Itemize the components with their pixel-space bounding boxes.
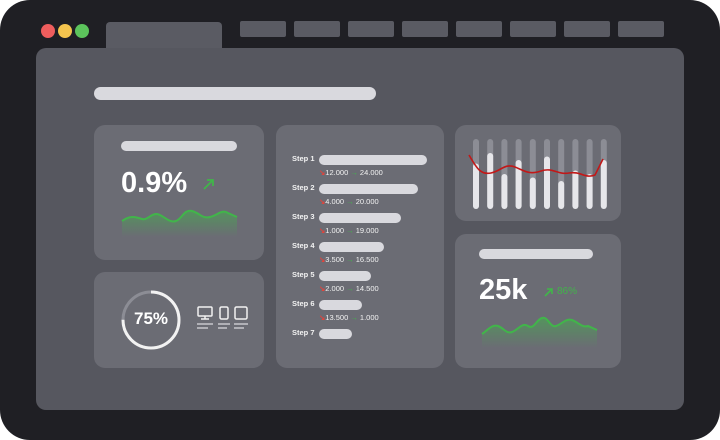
bar-fill <box>572 170 579 209</box>
funnel-step-stats: ↘1.000 → 19.000 <box>319 226 379 235</box>
bar-chart-card[interactable] <box>455 125 621 221</box>
funnel-step-down-value: 2.000 <box>325 284 347 293</box>
tab-7[interactable] <box>564 21 610 37</box>
tab-active[interactable] <box>106 22 222 52</box>
kpi-rate-card[interactable]: 0.9% <box>94 125 264 260</box>
funnel-step-label: Step 6 <box>292 299 315 308</box>
funnel-step-bar[interactable] <box>319 300 363 310</box>
card-title-placeholder <box>479 249 593 259</box>
arrow-down-icon: ↘ <box>319 255 326 264</box>
funnel-step-up-value: 20.000 <box>353 197 379 206</box>
trend-line <box>468 154 604 177</box>
arrow-down-icon: ↘ <box>319 313 326 322</box>
arrow-right-icon: → <box>350 313 358 322</box>
minimize-window-dot[interactable] <box>58 24 72 38</box>
funnel-step-label: Step 5 <box>292 270 315 279</box>
funnel-step-bar[interactable] <box>319 155 427 165</box>
arrow-up-right-icon <box>203 179 214 190</box>
bar-fill <box>600 160 607 209</box>
funnel-step-bar[interactable] <box>319 242 384 252</box>
funnel-step-label: Step 4 <box>292 241 315 250</box>
arrow-right-icon: → <box>346 255 354 264</box>
phone-icon <box>218 306 230 329</box>
funnel-step-down-value: 12.000 <box>325 168 351 177</box>
arrow-up-right-icon <box>544 288 553 297</box>
bar-fill <box>544 156 550 209</box>
kpi-visits-sparkline <box>481 316 598 348</box>
tab-1[interactable] <box>240 21 286 37</box>
funnel-step-down-value: 1.000 <box>325 226 347 235</box>
funnel-step-up-value: 24.000 <box>357 168 383 177</box>
funnel-step-down-value: 4.000 <box>325 197 347 206</box>
page-title-placeholder <box>94 87 376 100</box>
tab-8[interactable] <box>618 21 664 37</box>
funnel-step-label: Step 7 <box>292 328 315 337</box>
funnel-step-stats: ↘4.000 → 20.000 <box>319 197 379 206</box>
tab-3[interactable] <box>348 21 394 37</box>
funnel-step-down-value: 3.500 <box>325 255 347 264</box>
bar-fill <box>515 160 522 209</box>
progress-card[interactable]: 75% <box>94 272 264 368</box>
tab-5[interactable] <box>456 21 502 37</box>
funnel-step-label: Step 2 <box>292 183 315 192</box>
funnel-step-stats: ↘12.000 → 24.000 <box>319 168 383 177</box>
arrow-down-icon: ↘ <box>319 226 326 235</box>
funnel-step-bar[interactable] <box>319 271 371 281</box>
bar-fill <box>529 177 536 209</box>
bar-fill <box>558 181 565 209</box>
bar-fill <box>487 153 494 209</box>
funnel-step-up-value: 14.500 <box>353 284 379 293</box>
arrow-down-icon: ↘ <box>319 197 326 206</box>
arrow-down-icon: ↘ <box>319 284 326 293</box>
kpi-visits-value: 25k <box>479 274 528 306</box>
funnel-step-stats: ↘13.500 → 1.000 <box>319 313 379 322</box>
funnel-step-bar[interactable] <box>319 184 419 194</box>
arrow-right-icon: → <box>350 168 358 177</box>
funnel-step-up-value: 19.000 <box>353 226 379 235</box>
funnel-step-bar[interactable] <box>319 329 353 339</box>
tablet-icon <box>234 306 248 329</box>
kpi-visits-card[interactable]: 25k 86% <box>455 234 621 368</box>
close-window-dot[interactable] <box>41 24 55 38</box>
kpi-rate-sparkline <box>121 209 238 237</box>
arrow-right-icon: → <box>346 284 354 293</box>
progress-ring <box>121 290 181 350</box>
card-title-placeholder <box>121 141 237 151</box>
arrow-right-icon: → <box>346 197 354 206</box>
monitor-icon <box>197 306 213 329</box>
funnel-step-bar[interactable] <box>319 213 402 223</box>
tab-4[interactable] <box>402 21 448 37</box>
funnel-card[interactable]: Step 1 ↘12.000 → 24.000 Step 2 ↘4.000 → 20.… <box>276 125 444 368</box>
funnel-step-stats: ↘2.000 → 14.500 <box>319 284 379 293</box>
funnel-step-label: Step 3 <box>292 212 315 221</box>
bar-sparkline-chart <box>468 139 607 209</box>
funnel-step-down-value: 13.500 <box>325 313 351 322</box>
bar-fill <box>473 163 479 209</box>
arrow-down-icon: ↘ <box>319 168 326 177</box>
maximize-window-dot[interactable] <box>75 24 89 38</box>
tab-2[interactable] <box>294 21 340 37</box>
funnel-step-stats: ↘3.500 → 16.500 <box>319 255 379 264</box>
funnel-step-label: Step 1 <box>292 154 315 163</box>
kpi-visits-change: 86% <box>557 286 578 297</box>
funnel-step-up-value: 16.500 <box>353 255 379 264</box>
bar-fill <box>586 174 593 209</box>
bar-fill <box>501 174 508 209</box>
kpi-rate-value: 0.9% <box>121 167 188 199</box>
funnel-step-up-value: 1.000 <box>357 313 379 322</box>
arrow-right-icon: → <box>346 226 354 235</box>
tab-6[interactable] <box>510 21 556 37</box>
progress-value: 75% <box>134 309 169 328</box>
